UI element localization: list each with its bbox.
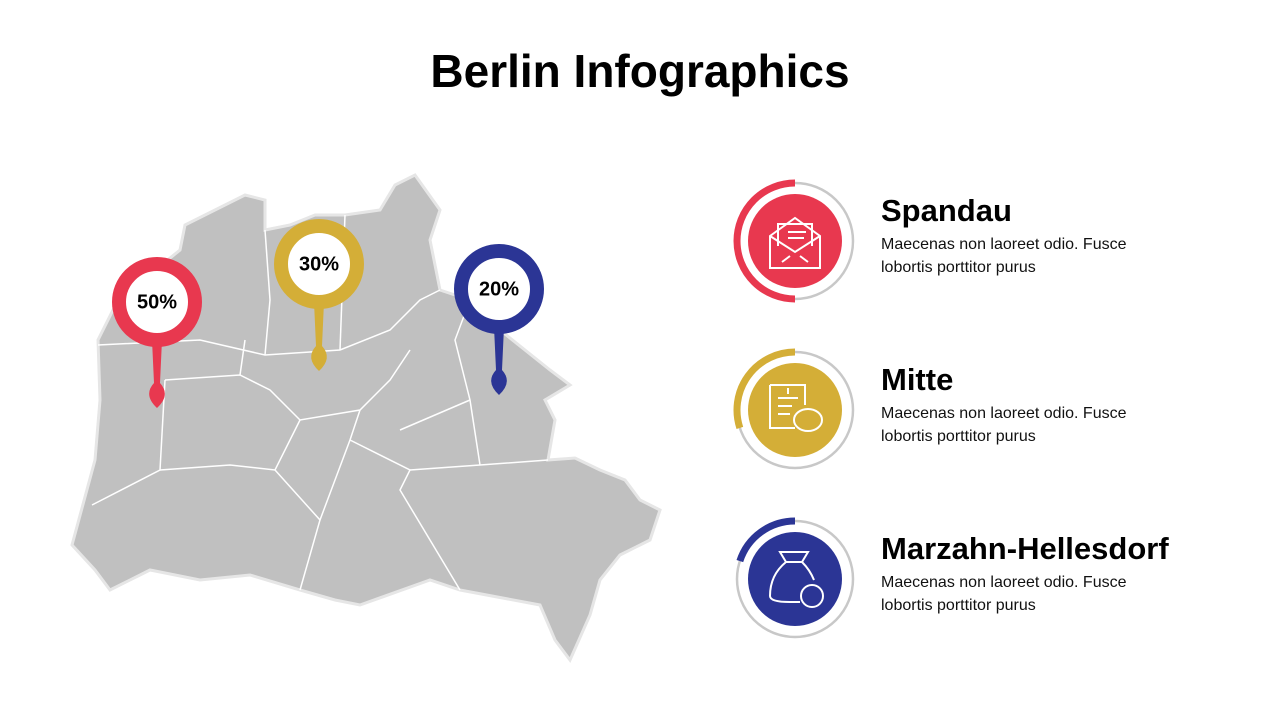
pin-label: 30% xyxy=(299,253,339,275)
region-description: Maecenas non laoreet odio. Fusce loborti… xyxy=(881,405,1127,445)
pin-stem xyxy=(311,302,327,371)
title: Berlin Infographics xyxy=(430,45,850,97)
map-pin: 30% xyxy=(274,219,364,371)
region-name: Mitte xyxy=(881,362,954,397)
berlin-map xyxy=(70,173,662,663)
progress-arc xyxy=(736,517,796,563)
region-name: Spandau xyxy=(881,193,1012,228)
icon-circle xyxy=(748,363,842,457)
icon-circle xyxy=(748,194,842,288)
pin-stem xyxy=(149,340,165,408)
region-name: Marzahn-Hellesdorf xyxy=(881,531,1169,566)
pin-label: 20% xyxy=(479,278,519,300)
pin-ring xyxy=(274,219,364,309)
region-description: Maecenas non laoreet odio. Fusce loborti… xyxy=(881,236,1127,276)
progress-arc xyxy=(733,179,796,303)
progress-arc xyxy=(733,348,796,429)
pin-ring xyxy=(454,244,544,334)
icon-moneybag xyxy=(768,551,824,608)
pin-stem xyxy=(491,327,507,395)
pin-ring xyxy=(112,257,202,347)
region-description: Maecenas non laoreet odio. Fusce loborti… xyxy=(881,574,1127,614)
icon-envelope xyxy=(769,216,821,269)
icon-circle xyxy=(748,532,842,626)
map-pin: 50% xyxy=(112,257,202,408)
icon-document xyxy=(769,384,823,432)
map-pin: 20% xyxy=(454,244,544,395)
pin-label: 50% xyxy=(137,291,177,313)
